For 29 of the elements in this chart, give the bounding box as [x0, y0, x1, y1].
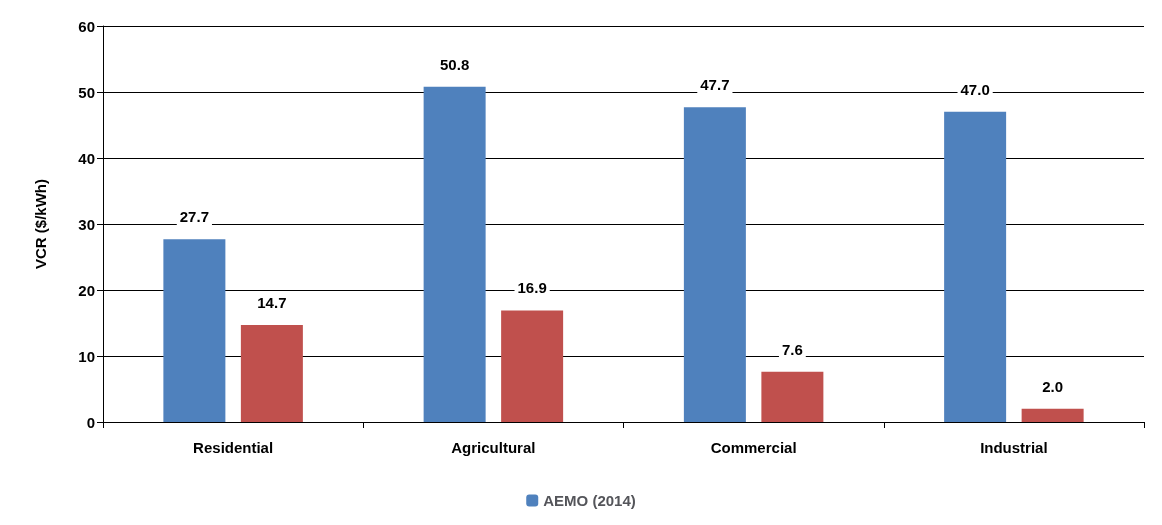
x-tick-label: Industrial: [980, 439, 1048, 456]
y-tick-label: 40: [78, 149, 95, 167]
bar: [944, 111, 1007, 422]
y-axis-title: VCR ($/kWh): [32, 179, 49, 269]
data-label: 16.9: [517, 279, 547, 297]
data-label: 7.6: [781, 340, 803, 358]
y-tick-label: 60: [78, 17, 95, 35]
x-tick-label: Agricultural: [451, 439, 536, 456]
legend-label: AEMO (2014): [543, 492, 636, 509]
bar: [240, 324, 303, 422]
bar: [1021, 408, 1084, 422]
bar: [423, 86, 486, 422]
y-tick-label: 50: [78, 83, 95, 101]
data-label: 47.0: [960, 80, 990, 98]
bar: [683, 107, 746, 422]
y-tick-label: 10: [78, 347, 95, 365]
x-tick-label: Residential: [193, 439, 274, 456]
bar: [163, 239, 226, 422]
data-label: 47.7: [700, 76, 730, 94]
y-tick-label: 20: [78, 281, 95, 299]
y-tick-label: 30: [78, 215, 95, 233]
bar: [761, 371, 824, 422]
bar: [501, 310, 564, 422]
x-tick-label: Commercial: [710, 439, 797, 456]
data-label: 14.7: [257, 293, 287, 311]
data-label: 50.8: [440, 55, 470, 73]
data-label: 27.7: [179, 208, 209, 226]
y-tick-label: 0: [86, 413, 95, 431]
data-label: 2.0: [1042, 377, 1064, 395]
